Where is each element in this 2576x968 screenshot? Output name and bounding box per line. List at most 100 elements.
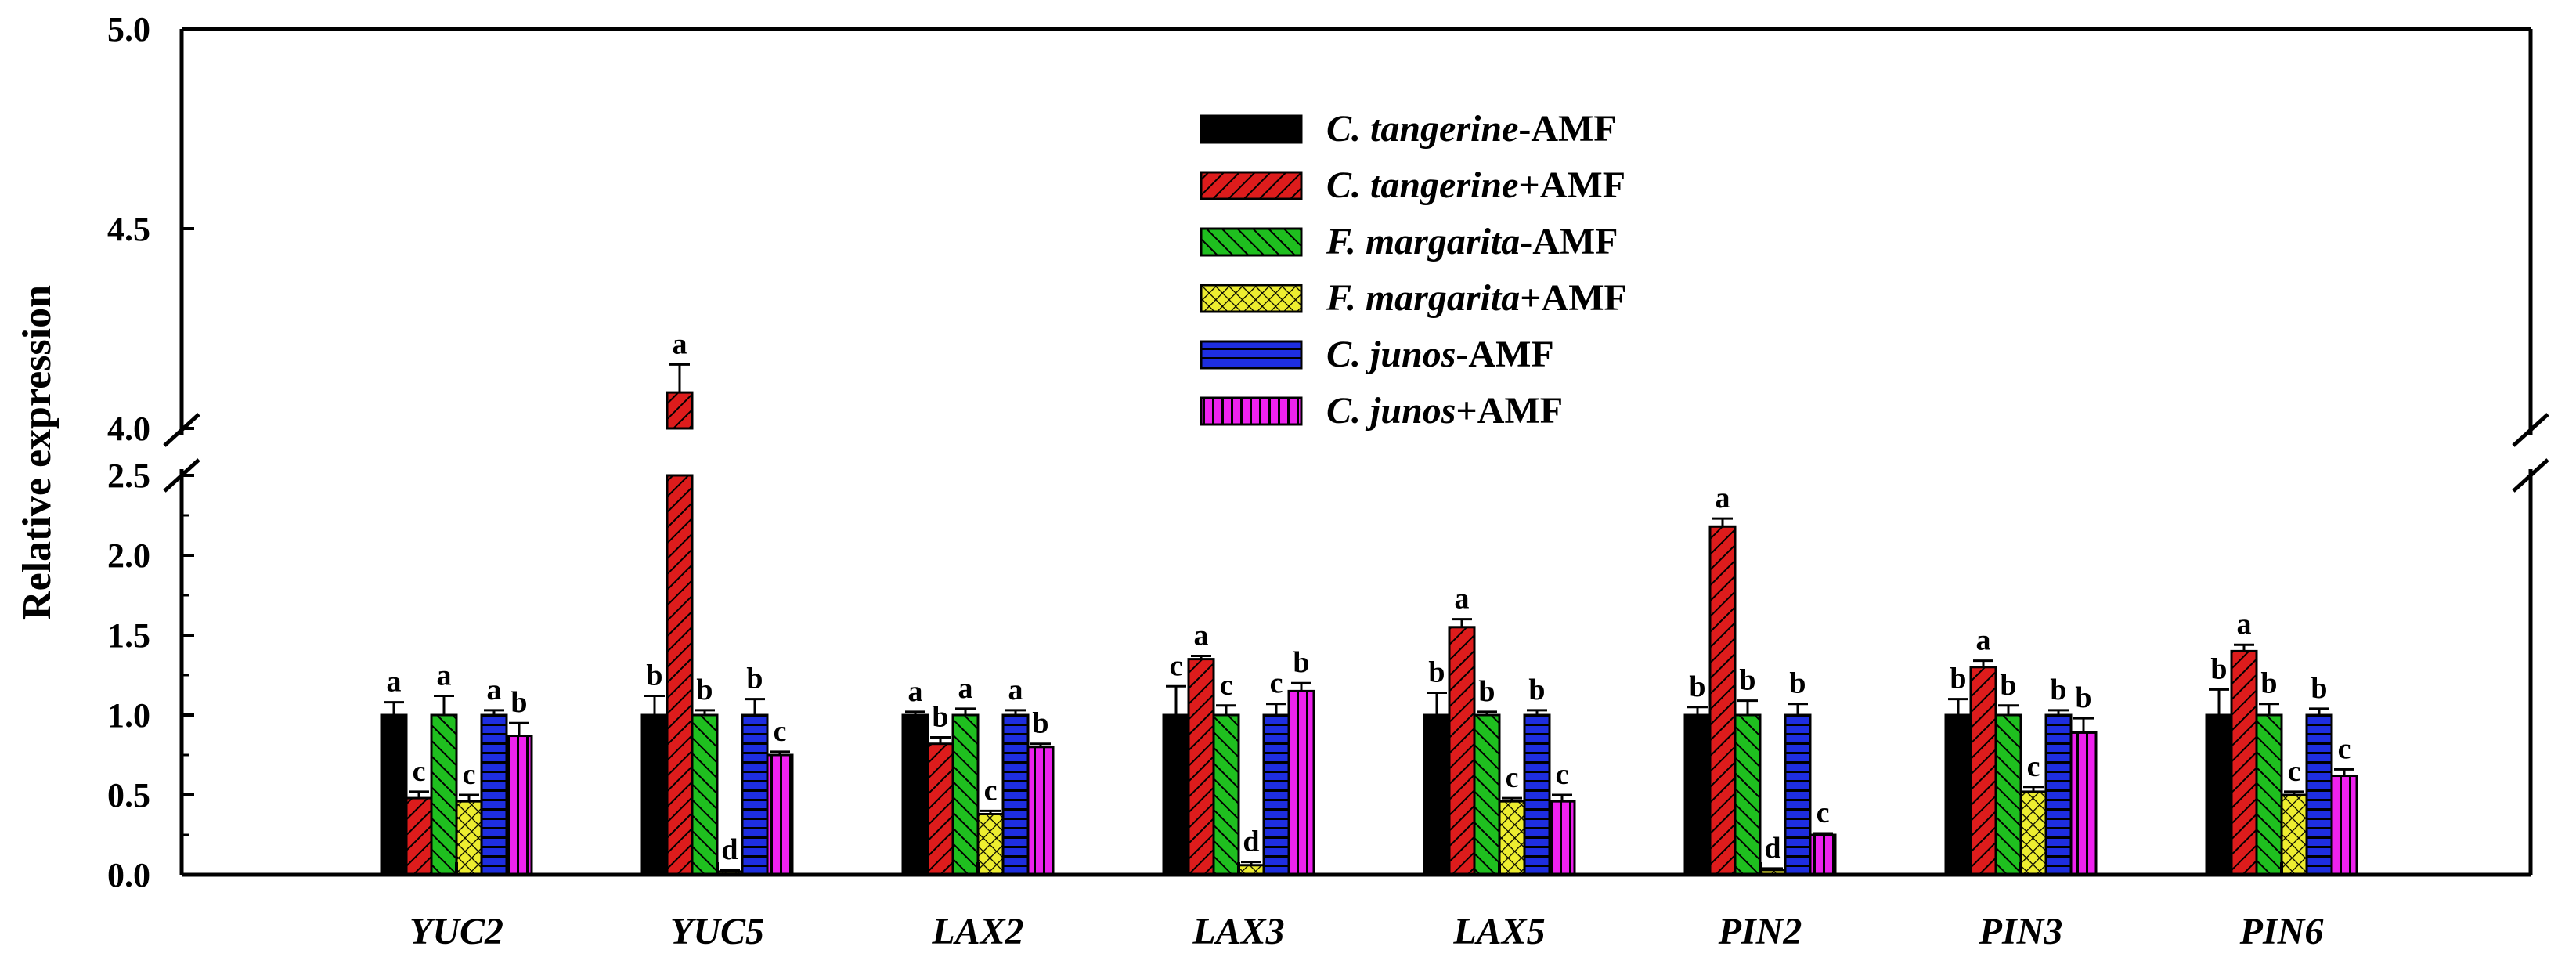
significance-letter: a: [437, 659, 452, 692]
bar: [2255, 713, 2283, 876]
significance-letter: b: [2260, 667, 2277, 700]
significance-letter: c: [463, 758, 476, 791]
y-tick-label: 0.5: [107, 776, 150, 814]
x-tick-label: LAX3: [1192, 911, 1284, 952]
bar: [2305, 713, 2333, 876]
bar: [405, 796, 433, 876]
x-tick-label: PIN3: [1979, 911, 2063, 952]
bar: [640, 713, 669, 876]
y-axis-label: Relative expression: [15, 285, 60, 620]
bar: [1708, 525, 1737, 876]
legend-entry: C. junos+AMF: [1326, 390, 1563, 432]
significance-letter: d: [721, 833, 738, 866]
significance-letter: c: [413, 755, 426, 788]
legend-entry-species: C. junos: [1326, 334, 1456, 375]
legend-swatch: [1200, 114, 1303, 144]
significance-letter: c: [774, 715, 787, 748]
bar: [1162, 713, 1190, 876]
significance-letter: a: [1976, 624, 1991, 657]
significance-letter: c: [2288, 755, 2301, 788]
legend-swatch: [1200, 171, 1303, 200]
significance-letter: b: [2311, 672, 2327, 705]
significance-letter: a: [1194, 619, 1209, 652]
legend-entry: F. margarita+AMF: [1326, 277, 1627, 319]
x-tick-label: YUC5: [670, 911, 764, 952]
bar: [666, 474, 694, 876]
significance-letter: b: [2210, 652, 2227, 685]
significance-letter: a: [387, 666, 402, 699]
significance-letter: d: [1243, 825, 1259, 858]
significance-letter: a: [2237, 608, 2252, 641]
bar: [2330, 775, 2358, 876]
bar: [1994, 713, 2022, 876]
x-tick-label: LAX5: [1452, 911, 1545, 952]
significance-letter: b: [1428, 656, 1445, 688]
significance-letter: c: [984, 774, 998, 807]
significance-letter: a: [1455, 583, 1470, 616]
bar: [901, 713, 929, 876]
bar: [1262, 713, 1290, 876]
significance-letter: c: [2338, 732, 2351, 765]
bar: [380, 713, 408, 876]
significance-letter: b: [1689, 670, 1705, 703]
bar: [1212, 713, 1240, 876]
legend-swatch: [1200, 227, 1303, 257]
significance-letter: a: [1716, 482, 1730, 515]
bar: [741, 713, 769, 876]
significance-letter: b: [1032, 707, 1048, 740]
bar: [926, 742, 954, 876]
significance-letter: c: [1220, 669, 1233, 702]
legend-entry-species: C. tangerine: [1326, 108, 1518, 150]
significance-letter: b: [1528, 674, 1545, 706]
bar: [976, 812, 1005, 876]
significance-letter: b: [2050, 674, 2066, 706]
legend-entry-treatment: -AMF: [1520, 221, 1618, 262]
legend-entry-treatment: +AMF: [1520, 277, 1627, 319]
significance-letter: b: [1293, 646, 1309, 679]
significance-letter: a: [487, 674, 502, 706]
significance-letter: c: [1556, 758, 1569, 791]
axes: 0.0 0.5 1.0 1.5 2.0 2.5 4.0 4.5 5.0 YUC2 YUC5 LAX2 L…: [107, 10, 2549, 952]
bar: [1683, 713, 1712, 876]
significance-letter: b: [2075, 681, 2091, 714]
significance-letter: b: [2000, 669, 2016, 702]
bar: [480, 713, 508, 876]
significance-letter: a: [908, 675, 923, 708]
bar: [1734, 713, 1762, 876]
legend-entry-treatment: +AMF: [1456, 390, 1563, 432]
bar: [430, 713, 458, 876]
bar: [1944, 713, 1972, 876]
bar: [2280, 793, 2308, 876]
bar: [2205, 713, 2233, 876]
bar: [1448, 626, 1476, 876]
legend-entry-treatment: -AMF: [1518, 108, 1616, 150]
significance-letter: c: [1170, 649, 1183, 682]
y-tick-label: 5.0: [107, 10, 150, 49]
bar: [1473, 713, 1501, 876]
significance-letter: c: [2027, 750, 2040, 783]
bar: [2019, 790, 2047, 876]
bar: [1498, 800, 1526, 876]
legend-entry-species: F. margarita: [1326, 277, 1520, 319]
significance-letter: b: [646, 659, 662, 692]
bar: [1969, 666, 1997, 876]
bar: [505, 735, 533, 876]
legend-entry-treatment: -AMF: [1456, 334, 1553, 375]
bar: [1423, 713, 1451, 876]
significance-letter: a: [673, 327, 687, 360]
legend-swatch: [1200, 284, 1303, 313]
significance-letter: b: [1789, 667, 1806, 700]
bar: [1784, 713, 1812, 876]
significance-letter: b: [1950, 663, 1966, 695]
x-tick-label: YUC2: [409, 911, 503, 952]
bars-group: [380, 363, 2358, 876]
legend-entry-treatment: +AMF: [1518, 164, 1625, 206]
bar: [666, 391, 694, 430]
bar: [1809, 833, 1837, 876]
legend-entry: F. margarita-AMF: [1326, 221, 1618, 262]
y-tick-label: 4.5: [107, 210, 150, 248]
significance-letter: b: [1478, 675, 1495, 708]
